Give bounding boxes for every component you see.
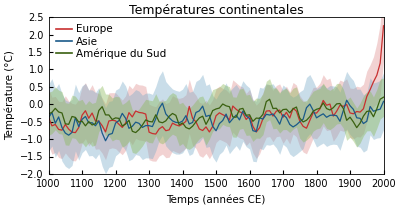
Legend: Europe, Asie, Amérique du Sud: Europe, Asie, Amérique du Sud <box>54 22 168 61</box>
Amérique du Sud <box>250 120 255 123</box>
Europe <box>46 116 51 119</box>
Line: Amérique du Sud: Amérique du Sud <box>48 97 384 133</box>
Europe <box>284 111 289 113</box>
Amérique du Sud <box>381 96 386 98</box>
Line: Europe: Europe <box>48 26 384 134</box>
X-axis label: Temps (années CE): Temps (années CE) <box>166 194 266 205</box>
Asie <box>46 116 51 119</box>
Asie <box>284 116 289 119</box>
Amérique du Sud <box>133 131 138 134</box>
Asie <box>250 129 255 132</box>
Asie <box>70 131 74 134</box>
Amérique du Sud <box>301 121 306 123</box>
Y-axis label: Température (°C): Température (°C) <box>4 51 15 140</box>
Europe <box>70 131 74 133</box>
Asie <box>103 140 108 142</box>
Line: Asie: Asie <box>48 100 384 141</box>
Amérique du Sud <box>204 123 208 126</box>
Asie <box>301 118 306 120</box>
Europe <box>381 24 386 27</box>
Title: Températures continentales: Températures continentales <box>129 4 303 17</box>
Europe <box>204 126 208 128</box>
Europe <box>153 133 158 135</box>
Amérique du Sud <box>130 130 135 133</box>
Amérique du Sud <box>46 113 51 115</box>
Asie <box>204 115 208 118</box>
Europe <box>130 116 135 118</box>
Asie <box>344 99 349 101</box>
Asie <box>133 121 138 124</box>
Amérique du Sud <box>70 115 74 118</box>
Amérique du Sud <box>284 108 289 110</box>
Europe <box>301 125 306 127</box>
Europe <box>250 125 255 127</box>
Asie <box>381 100 386 103</box>
